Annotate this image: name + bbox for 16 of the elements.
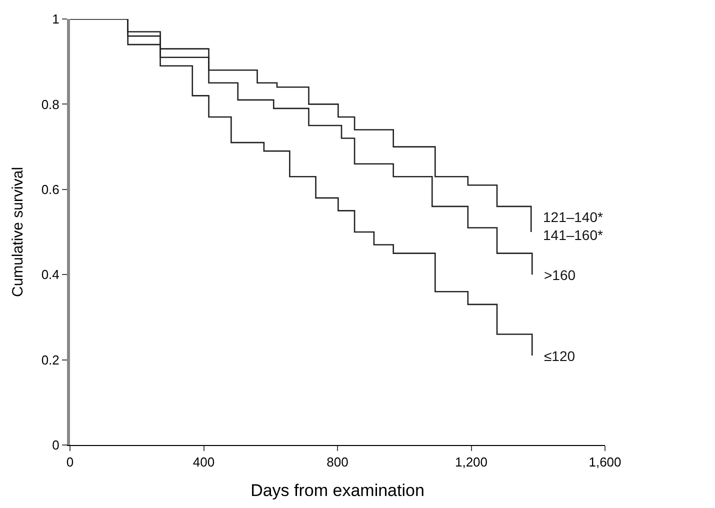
series-label: >160 <box>544 267 576 283</box>
y-tick-label: 0.6 <box>41 182 60 197</box>
x-tick-label: 1,200 <box>454 454 488 470</box>
y-tick-label: 1 <box>52 12 60 27</box>
x-tick-label: 0 <box>66 454 74 470</box>
x-tick-label: 800 <box>326 454 348 470</box>
x-axis-title: Days from examination <box>250 481 424 500</box>
x-tick-label: 400 <box>192 454 215 470</box>
y-tick-label: 0.8 <box>41 96 60 112</box>
series-label: 121–140* 141–160* <box>543 209 604 244</box>
y-tick-label: 0 <box>52 438 60 453</box>
y-tick-label: 0.4 <box>41 267 60 282</box>
series-label: ≤120 <box>544 348 576 364</box>
y-tick-label: 0.2 <box>41 352 60 368</box>
y-axis-title: Cumulative survival <box>10 166 27 298</box>
x-tick-label: 1,600 <box>588 454 622 470</box>
